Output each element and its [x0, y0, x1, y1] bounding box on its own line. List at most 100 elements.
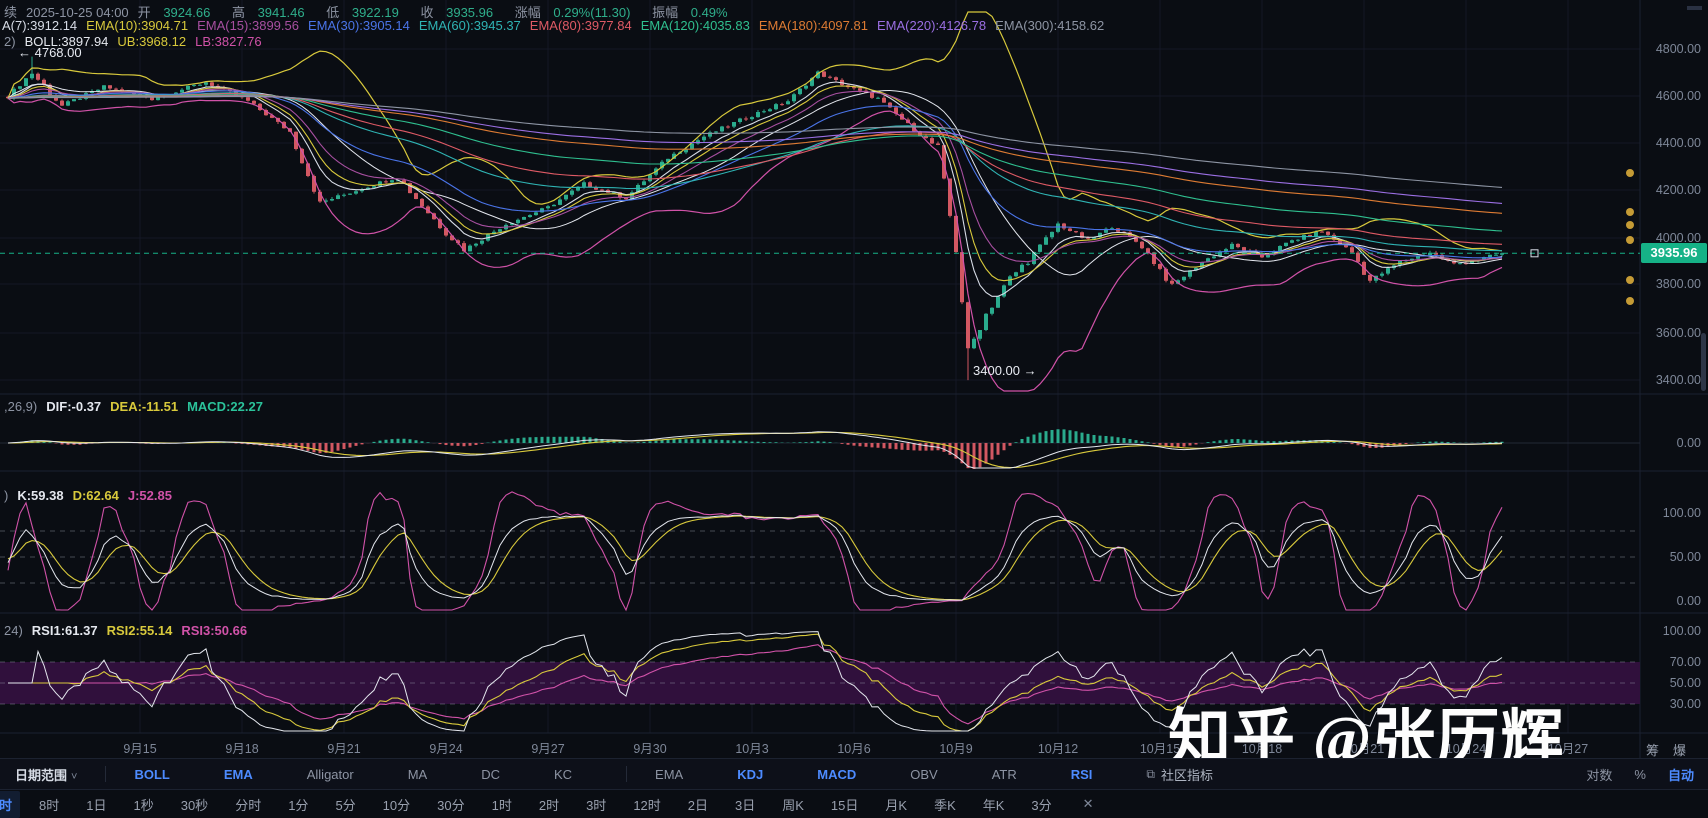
- date-axis[interactable]: 9月15 9月18 9月21 9月24 9月27 9月30 10月3 10月6 10月9 10月1…: [0, 733, 1640, 758]
- last-price-badge: 3935.96: [1641, 243, 1707, 263]
- timeframe-5分[interactable]: 5分: [335, 797, 356, 813]
- timeframe-1时[interactable]: 1时: [491, 797, 512, 813]
- main-indicator-BOLL[interactable]: BOLL: [134, 766, 170, 782]
- timeframe-2日[interactable]: 2日: [687, 797, 709, 813]
- main-indicator-Alligator[interactable]: Alligator: [306, 766, 354, 782]
- rsi-tick: 50.00: [1669, 676, 1701, 690]
- price-tick: 4800.00: [1655, 42, 1701, 56]
- kdj-tick: 50.00: [1669, 550, 1701, 564]
- sub-indicator-OBV[interactable]: OBV: [910, 766, 938, 782]
- macd-legend: ,26,9) DIF:-0.37 DEA:-11.51 MACD:22.27: [4, 399, 272, 414]
- liquidation-button[interactable]: 爆: [1673, 743, 1687, 758]
- rsi-tick: 30.00: [1669, 697, 1701, 711]
- price-tick: 3800.00: [1655, 277, 1701, 291]
- toolbar-divider: [626, 766, 628, 782]
- toolbar-divider: [105, 766, 107, 782]
- sub-indicator-KDJ[interactable]: KDJ: [737, 766, 764, 782]
- community-indicator-button[interactable]: ⧉ 社区指标: [1146, 765, 1213, 784]
- chart-canvas[interactable]: [0, 0, 1708, 758]
- rsi-params: 24): [4, 623, 23, 638]
- timeframe-30分[interactable]: 30分: [437, 797, 465, 813]
- timeframe-周K[interactable]: 周K: [782, 797, 804, 813]
- chip-distribution-button[interactable]: 筹: [1646, 743, 1660, 758]
- main-indicator-DC[interactable]: DC: [481, 766, 500, 782]
- indicator-toolbar: 日期范围 ˅ BOLL EMA Alligator MA DC KC EMA KDJ MACD O…: [0, 758, 1708, 790]
- timeframe-1秒[interactable]: 1秒: [133, 797, 154, 813]
- scale-option-%[interactable]: %: [1634, 766, 1646, 782]
- timeframe-10分[interactable]: 10分: [382, 797, 411, 813]
- price-tick: 4200.00: [1655, 183, 1701, 197]
- rsi-legend-item: RSI3:50.66: [181, 623, 248, 638]
- sub-indicator-ATR[interactable]: ATR: [991, 766, 1017, 782]
- date-tick: 10月24: [1445, 742, 1487, 756]
- date-tick: 10月6: [837, 742, 871, 756]
- scale-options-group: 对数% 自动: [1564, 765, 1708, 784]
- ema-legend-item: EMA(80):3977.84: [529, 18, 632, 33]
- ema-legend: A(7):3912.14 EMA(10):3904.71 EMA(15):3899.…: [2, 18, 1113, 33]
- scrollbar-thumb[interactable]: [1701, 333, 1706, 391]
- main-indicator-KC[interactable]: KC: [553, 766, 573, 782]
- timeframe-15日[interactable]: 15日: [830, 797, 859, 813]
- timeframe-3分[interactable]: 3分: [1031, 797, 1052, 813]
- price-axis[interactable]: 4800.00 4600.00 4400.00 4200.00 4000.00 3800.…: [1640, 0, 1708, 758]
- timeframe-分时[interactable]: 分时: [235, 797, 262, 813]
- timeframe-items: 时 8时 1日 1秒 30秒 分时 1分 5分 10分 30分 1时 2时 3时 12时 2日 3日 周K 15日…: [0, 790, 1079, 818]
- main-indicator-MA[interactable]: MA: [407, 766, 428, 782]
- timeframe-时[interactable]: 时: [0, 790, 21, 818]
- scale-option-自动[interactable]: 自动: [1667, 767, 1694, 783]
- timeframe-3时[interactable]: 3时: [586, 797, 607, 813]
- close-icon[interactable]: ✕: [1082, 796, 1094, 811]
- ema-legend-item: EMA(120):4035.83: [640, 18, 750, 33]
- macd-params: ,26,9): [4, 399, 38, 414]
- timeframe-8时[interactable]: 8时: [39, 797, 60, 813]
- kdj-legend-item: K:59.38: [17, 488, 64, 503]
- date-tick: 10月15: [1139, 742, 1181, 756]
- kdj-params: ): [4, 488, 9, 503]
- date-tick: 10月18: [1241, 742, 1283, 756]
- ema-legend-item: EMA(60):3945.37: [418, 18, 521, 33]
- timeframe-年K[interactable]: 年K: [982, 797, 1005, 813]
- rsi-tick: 70.00: [1669, 655, 1701, 669]
- timeframe-1日[interactable]: 1日: [86, 797, 107, 813]
- sub-indicator-EMA[interactable]: EMA: [655, 766, 684, 782]
- ema-legend-item: A(7):3912.14: [2, 18, 78, 33]
- rsi-tick: 100.00: [1662, 624, 1701, 638]
- kdj-tick: 100.00: [1662, 506, 1701, 520]
- date-range-dropdown[interactable]: 日期范围 ˅: [15, 765, 77, 784]
- date-tick: 9月15: [123, 742, 157, 756]
- sub-indicator-group: EMA KDJ MACD OBV ATR RSI: [655, 767, 1146, 782]
- macd-legend-item: DEA:-11.51: [110, 399, 179, 414]
- price-tick: 3600.00: [1655, 326, 1701, 340]
- community-icon: ⧉: [1146, 766, 1155, 781]
- timeframe-12时[interactable]: 12时: [633, 797, 661, 813]
- rsi-legend: 24) RSI1:61.37 RSI2:55.14 RSI3:50.66: [4, 623, 256, 638]
- high-price-marker: ← 4768.00: [18, 45, 82, 60]
- panel-handle[interactable]: [1687, 6, 1702, 10]
- ohlc-field: 涨幅 0.29%(11.30): [514, 5, 631, 20]
- series-prefix: 续: [4, 5, 18, 20]
- ema-legend-item: EMA(30):3905.14: [307, 18, 410, 33]
- sub-indicator-RSI[interactable]: RSI: [1070, 766, 1093, 782]
- timeframe-1分[interactable]: 1分: [288, 797, 309, 813]
- date-tick: 10月12: [1037, 742, 1079, 756]
- timeframe-月K[interactable]: 月K: [885, 797, 908, 813]
- price-tick: 4400.00: [1655, 136, 1701, 150]
- timeframe-30秒[interactable]: 30秒: [180, 797, 209, 813]
- boll-params: 2): [4, 34, 16, 49]
- timeframe-季K[interactable]: 季K: [934, 797, 956, 813]
- ema-legend-item: EMA(220):4126.78: [876, 18, 987, 33]
- date-tick: 9月27: [531, 742, 565, 756]
- low-price-marker: 3400.00 →: [973, 363, 1037, 378]
- ohlc-field: 高 3941.46: [231, 5, 305, 20]
- sub-indicator-MACD[interactable]: MACD: [817, 766, 857, 782]
- date-tick: 10月21: [1343, 742, 1385, 756]
- timeframe-2时[interactable]: 2时: [538, 797, 560, 813]
- candle-datetime: 2025-10-25 04:00: [26, 5, 129, 20]
- kdj-legend-item: D:62.64: [72, 488, 119, 503]
- boll-legend: 2) BOLL:3897.94 UB:3968.12 LB:3827.76: [4, 34, 271, 49]
- date-tick: 10月27: [1547, 742, 1589, 756]
- main-indicator-EMA[interactable]: EMA: [223, 766, 253, 782]
- scale-option-对数[interactable]: 对数: [1586, 767, 1613, 783]
- timeframe-3日[interactable]: 3日: [735, 797, 756, 813]
